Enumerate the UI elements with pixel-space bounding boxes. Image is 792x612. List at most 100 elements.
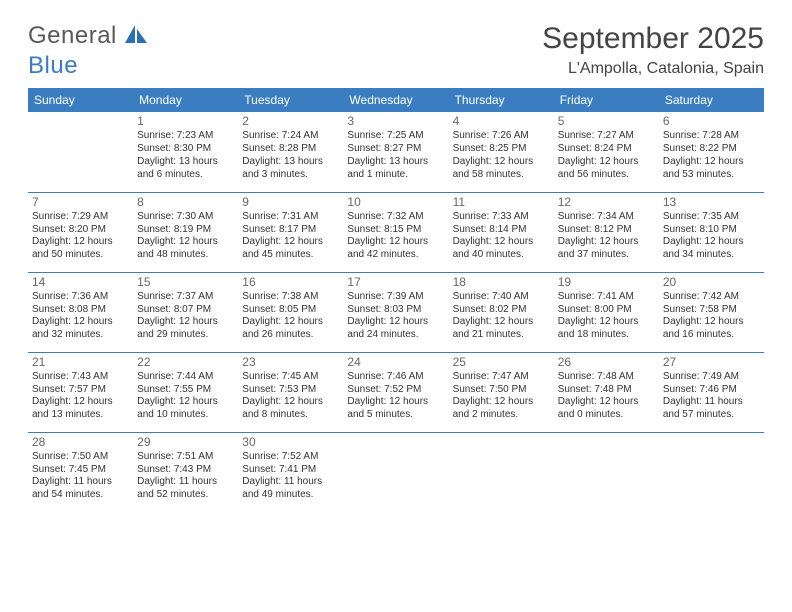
sunset-text: Sunset: 7:46 PM: [663, 384, 760, 397]
sunrise-text: Sunrise: 7:52 AM: [242, 451, 339, 464]
sunset-text: Sunset: 8:03 PM: [347, 304, 444, 317]
daylight-text: Daylight: 12 hours and 18 minutes.: [558, 316, 655, 342]
sunrise-text: Sunrise: 7:39 AM: [347, 291, 444, 304]
sunrise-text: Sunrise: 7:46 AM: [347, 371, 444, 384]
calendar-cell: 8Sunrise: 7:30 AMSunset: 8:19 PMDaylight…: [133, 192, 238, 272]
sunrise-text: Sunrise: 7:26 AM: [453, 130, 550, 143]
sunrise-text: Sunrise: 7:44 AM: [137, 371, 234, 384]
sunrise-text: Sunrise: 7:24 AM: [242, 130, 339, 143]
calendar-cell: 2Sunrise: 7:24 AMSunset: 8:28 PMDaylight…: [238, 112, 343, 192]
sunset-text: Sunset: 8:10 PM: [663, 224, 760, 237]
sunrise-text: Sunrise: 7:45 AM: [242, 371, 339, 384]
sunset-text: Sunset: 7:50 PM: [453, 384, 550, 397]
sunset-text: Sunset: 8:30 PM: [137, 143, 234, 156]
day-number: 16: [242, 275, 339, 290]
calendar-cell: 18Sunrise: 7:40 AMSunset: 8:02 PMDayligh…: [449, 272, 554, 352]
daylight-text: Daylight: 12 hours and 45 minutes.: [242, 236, 339, 262]
sunset-text: Sunset: 8:00 PM: [558, 304, 655, 317]
daylight-text: Daylight: 12 hours and 58 minutes.: [453, 156, 550, 182]
daylight-text: Daylight: 12 hours and 24 minutes.: [347, 316, 444, 342]
calendar-week-row: 28Sunrise: 7:50 AMSunset: 7:45 PMDayligh…: [28, 432, 764, 512]
calendar-cell: [449, 432, 554, 512]
day-number: 15: [137, 275, 234, 290]
calendar-body: 1Sunrise: 7:23 AMSunset: 8:30 PMDaylight…: [28, 112, 764, 512]
calendar-head: SundayMondayTuesdayWednesdayThursdayFrid…: [28, 88, 764, 112]
day-number: 20: [663, 275, 760, 290]
sunset-text: Sunset: 7:41 PM: [242, 464, 339, 477]
brand-text-2-wrap: Blue: [28, 52, 78, 80]
daylight-text: Daylight: 12 hours and 10 minutes.: [137, 396, 234, 422]
calendar-cell: 16Sunrise: 7:38 AMSunset: 8:05 PMDayligh…: [238, 272, 343, 352]
sunset-text: Sunset: 8:12 PM: [558, 224, 655, 237]
brand-text-1: General: [28, 22, 117, 50]
calendar-cell: 3Sunrise: 7:25 AMSunset: 8:27 PMDaylight…: [343, 112, 448, 192]
daylight-text: Daylight: 12 hours and 16 minutes.: [663, 316, 760, 342]
sunset-text: Sunset: 8:15 PM: [347, 224, 444, 237]
calendar-week-row: 1Sunrise: 7:23 AMSunset: 8:30 PMDaylight…: [28, 112, 764, 192]
calendar-cell: 28Sunrise: 7:50 AMSunset: 7:45 PMDayligh…: [28, 432, 133, 512]
daylight-text: Daylight: 12 hours and 5 minutes.: [347, 396, 444, 422]
daylight-text: Daylight: 12 hours and 34 minutes.: [663, 236, 760, 262]
calendar-cell: 19Sunrise: 7:41 AMSunset: 8:00 PMDayligh…: [554, 272, 659, 352]
daylight-text: Daylight: 12 hours and 0 minutes.: [558, 396, 655, 422]
sunset-text: Sunset: 7:53 PM: [242, 384, 339, 397]
calendar-cell: 15Sunrise: 7:37 AMSunset: 8:07 PMDayligh…: [133, 272, 238, 352]
sunrise-text: Sunrise: 7:38 AM: [242, 291, 339, 304]
daylight-text: Daylight: 12 hours and 13 minutes.: [32, 396, 129, 422]
calendar-cell: 4Sunrise: 7:26 AMSunset: 8:25 PMDaylight…: [449, 112, 554, 192]
sunrise-text: Sunrise: 7:32 AM: [347, 211, 444, 224]
daylight-text: Daylight: 13 hours and 6 minutes.: [137, 156, 234, 182]
calendar-cell: 30Sunrise: 7:52 AMSunset: 7:41 PMDayligh…: [238, 432, 343, 512]
calendar-cell: 10Sunrise: 7:32 AMSunset: 8:15 PMDayligh…: [343, 192, 448, 272]
month-title: September 2025: [542, 22, 764, 56]
day-number: 4: [453, 114, 550, 129]
day-number: 2: [242, 114, 339, 129]
sunset-text: Sunset: 7:58 PM: [663, 304, 760, 317]
daylight-text: Daylight: 13 hours and 1 minute.: [347, 156, 444, 182]
sunset-text: Sunset: 8:05 PM: [242, 304, 339, 317]
calendar-cell: [28, 112, 133, 192]
calendar-cell: 11Sunrise: 7:33 AMSunset: 8:14 PMDayligh…: [449, 192, 554, 272]
sunset-text: Sunset: 8:19 PM: [137, 224, 234, 237]
day-number: 29: [137, 435, 234, 450]
day-number: 8: [137, 195, 234, 210]
calendar-cell: 17Sunrise: 7:39 AMSunset: 8:03 PMDayligh…: [343, 272, 448, 352]
sunrise-text: Sunrise: 7:25 AM: [347, 130, 444, 143]
sunrise-text: Sunrise: 7:47 AM: [453, 371, 550, 384]
daylight-text: Daylight: 12 hours and 37 minutes.: [558, 236, 655, 262]
sunset-text: Sunset: 8:28 PM: [242, 143, 339, 156]
calendar-cell: 6Sunrise: 7:28 AMSunset: 8:22 PMDaylight…: [659, 112, 764, 192]
sunrise-text: Sunrise: 7:43 AM: [32, 371, 129, 384]
calendar-week-row: 14Sunrise: 7:36 AMSunset: 8:08 PMDayligh…: [28, 272, 764, 352]
sunset-text: Sunset: 8:22 PM: [663, 143, 760, 156]
sunrise-text: Sunrise: 7:31 AM: [242, 211, 339, 224]
brand-text-2: Blue: [28, 52, 78, 79]
header: General September 2025 L'Ampolla, Catalo…: [28, 22, 764, 78]
daylight-text: Daylight: 11 hours and 54 minutes.: [32, 476, 129, 502]
day-number: 17: [347, 275, 444, 290]
sunrise-text: Sunrise: 7:50 AM: [32, 451, 129, 464]
sunrise-text: Sunrise: 7:33 AM: [453, 211, 550, 224]
day-number: 1: [137, 114, 234, 129]
sunset-text: Sunset: 8:27 PM: [347, 143, 444, 156]
sunrise-text: Sunrise: 7:35 AM: [663, 211, 760, 224]
day-number: 21: [32, 355, 129, 370]
daylight-text: Daylight: 12 hours and 40 minutes.: [453, 236, 550, 262]
calendar-cell: 20Sunrise: 7:42 AMSunset: 7:58 PMDayligh…: [659, 272, 764, 352]
calendar-cell: 22Sunrise: 7:44 AMSunset: 7:55 PMDayligh…: [133, 352, 238, 432]
daylight-text: Daylight: 11 hours and 57 minutes.: [663, 396, 760, 422]
sail-icon: [123, 23, 149, 50]
calendar-cell: 12Sunrise: 7:34 AMSunset: 8:12 PMDayligh…: [554, 192, 659, 272]
sunset-text: Sunset: 7:43 PM: [137, 464, 234, 477]
day-number: 26: [558, 355, 655, 370]
sunset-text: Sunset: 7:57 PM: [32, 384, 129, 397]
weekday-header: Wednesday: [343, 88, 448, 112]
daylight-text: Daylight: 12 hours and 42 minutes.: [347, 236, 444, 262]
daylight-text: Daylight: 11 hours and 52 minutes.: [137, 476, 234, 502]
sunset-text: Sunset: 7:52 PM: [347, 384, 444, 397]
sunrise-text: Sunrise: 7:23 AM: [137, 130, 234, 143]
sunset-text: Sunset: 8:08 PM: [32, 304, 129, 317]
sunset-text: Sunset: 8:02 PM: [453, 304, 550, 317]
day-number: 6: [663, 114, 760, 129]
sunset-text: Sunset: 8:17 PM: [242, 224, 339, 237]
